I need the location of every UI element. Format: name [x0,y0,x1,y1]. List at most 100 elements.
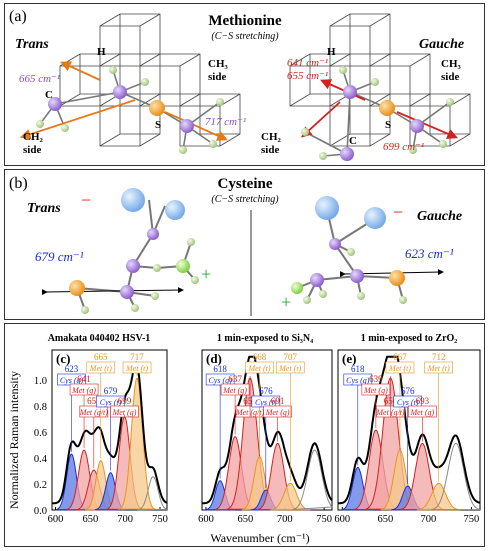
ytick-label: 0.2 [34,480,47,491]
panel-b-figure: (b) Cysteine (C−S stretching) [9,175,462,316]
gauche-atom-h4 [319,152,327,160]
peak-assignment-label: Met (g) [112,408,137,417]
gauche-atom-h5 [446,98,454,106]
cys-gauche-c1 [329,238,341,250]
peak-position-label: 717 [130,352,144,362]
peak-position-label: 676 [401,386,415,396]
x-tick-label: 750 [152,514,168,525]
peak-assignment-label: Met (t) [248,364,271,373]
trans-atom-s-label: S [155,119,161,131]
trans-atom-h2 [141,78,149,86]
gauche-atom-s-label: S [385,119,391,131]
peak-assignment-label: Met (g/t) [235,408,265,417]
gauche-arrow-left [301,101,341,138]
peak-assignment-label: Met (t) [278,364,301,373]
trans-atom-ch3 [180,119,194,133]
cys-trans-arrow [41,287,184,296]
peak-component [137,476,168,511]
panel-b-subtitle: (C−S stretching) [211,194,279,205]
peak-position-label: 655 [87,396,101,406]
spectrum-envelope [338,355,481,505]
cys-trans-c1 [147,228,159,240]
peak-position-label: 618 [351,364,365,374]
cys-gauche-o2 [364,207,386,229]
panel-label: (c) [56,351,70,366]
gauche-atom-ch2 [343,85,357,99]
peak-assignment-label: Met (g) [71,386,96,395]
peak-assignment-label: Cys (t) [100,398,122,407]
trans-atom-h5 [216,98,224,106]
cys-trans-c3 [120,285,134,299]
peak-assignment-label: Met (g) [363,386,388,395]
peak-position-label: 668 [253,352,267,362]
panel-label: (d) [206,351,222,366]
trans-atom-c [48,97,62,111]
gauche-atoms [301,66,454,161]
peak-component [430,442,481,511]
cys-trans-h1 [81,306,89,314]
trans-bonds [39,69,221,151]
gauche-freq-655: 655 cm⁻¹ [287,70,328,82]
peak-position-label: 623 [65,364,79,374]
x-tick-label: 650 [237,514,253,525]
spectra-figure: Normalized Raman intensity Wavenumber (c… [7,333,481,545]
trans-label: Trans [15,37,49,52]
peak-assignment-label: Met (t) [125,364,148,373]
peak-assignment-label: Cys (t) [397,398,419,407]
peak-assignment-label: Met (t) [89,364,112,373]
peak-position-label: 693 [416,396,430,406]
x-tick-label: 750 [316,514,332,525]
panel-a-title: Methionine [208,13,282,29]
gauche-arrow-right [396,111,458,139]
gauche-atom-s [379,100,395,116]
cys-trans-o2 [165,200,185,220]
cys-trans-s [69,280,85,296]
panel-label: (e) [342,351,356,366]
peak-assignment-label: Cys (g) [208,376,232,385]
peak-position-label: 667 [393,352,407,362]
cys-trans-label: Trans [27,201,61,216]
peak-position-label: 699 [118,396,132,406]
trans-arrow-right [164,111,228,141]
x-tick-label: 650 [377,514,393,525]
peak-assignment-label: Met (g) [409,408,434,417]
ytick-label: 0.0 [34,506,47,517]
cys-gauche-h1 [347,248,355,256]
spectra-ylabel: Normalized Raman intensity [7,371,21,509]
trans-ch3-side-label: side [208,71,226,83]
x-tick-label: 700 [420,514,436,525]
ytick-label: 0.4 [34,454,48,465]
cys-trans-h6 [191,276,199,284]
cys-gauche-c2 [350,269,364,283]
trans-arrow-mid [60,61,101,81]
trans-atom-ch2 [113,85,127,99]
peak-assignment-label: Met (g/t) [79,408,109,417]
panel-a-subtitle: (C−S stretching) [211,31,279,42]
peak-position-label: 639 [369,374,383,384]
peak-assignment-label: Met (g) [265,408,290,417]
panel-a: (a) Methionine (C−S stretching) [4,3,485,166]
peak-assignment-label: Met (t) [427,364,450,373]
trans-atom-h3 [36,120,44,128]
cys-gauche-h2 [357,292,365,300]
x-tick-label: 700 [117,514,133,525]
peak-position-label: 676 [259,386,273,396]
gauche-freq-641: 641 cm⁻¹ [287,57,328,69]
spectrum-title-d: 1 min-exposed to Si₃N₄ [217,333,313,344]
cys-gauche-atoms [291,196,407,304]
x-tick-label: 600 [334,514,350,525]
spectra-yticks: 0.0 0.2 0.4 0.6 0.8 1.0 [34,376,48,517]
cys-trans-freq: 679 cm⁻¹ [35,249,84,264]
peak-position-label: 665 [94,352,108,362]
x-tick-label: 600 [48,514,64,525]
cys-gauche-s [389,270,405,286]
ytick-label: 1.0 [34,376,47,387]
gauche-ch2-label: CH₂ [261,131,282,143]
x-tick-label: 650 [82,514,98,525]
trans-freq-665: 665 cm⁻¹ [19,73,60,85]
cys-gauche-minus: − [393,202,403,222]
cys-gauche-n [291,282,303,294]
peak-position-label: 707 [283,352,297,362]
